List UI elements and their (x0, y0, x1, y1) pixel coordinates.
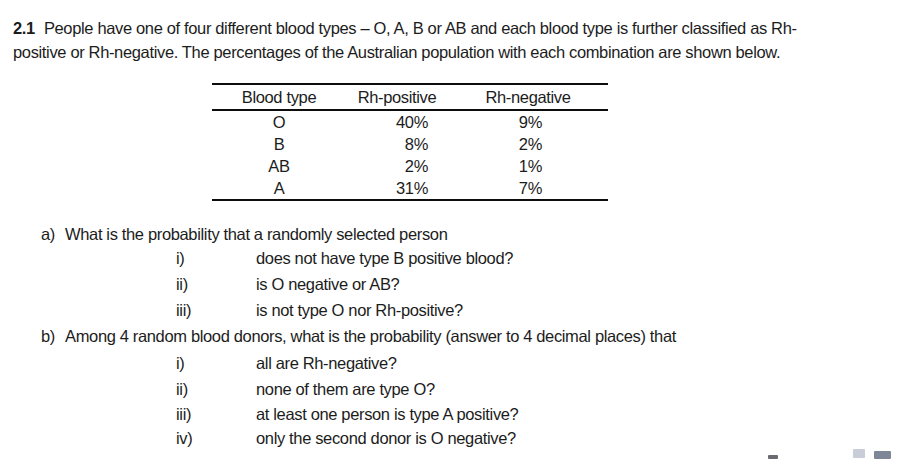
question-b-item-i: i) all are Rh-negative? (0, 351, 898, 375)
table-row: O 40% 9% (212, 111, 608, 133)
intro-line-2: positive or Rh-negative. The percentages… (13, 40, 780, 64)
header-rh-positive: Rh-positive (346, 88, 448, 107)
scan-artifact (853, 449, 865, 458)
item-text: at least one person is type A positive? (256, 402, 518, 426)
cell-rh-negative: 2% (448, 135, 608, 154)
question-b-item-iii: iii) at least one person is type A posit… (0, 402, 898, 426)
table-row: A 31% 7% (212, 177, 608, 199)
question-a-item-iii: iii) is not type O nor Rh-positive? (0, 298, 898, 322)
cell-rh-positive: 2% (346, 157, 448, 176)
question-b: b) Among 4 random blood donors, what is … (0, 324, 898, 348)
item-label: iv) (176, 426, 192, 450)
item-text: is not type O nor Rh-positive? (256, 298, 463, 322)
cell-rh-positive: 31% (346, 179, 448, 198)
cell-blood-type: O (212, 113, 346, 132)
question-b-text: Among 4 random blood donors, what is the… (65, 324, 676, 348)
question-a-text: What is the probability that a randomly … (65, 222, 447, 246)
table-row: B 8% 2% (212, 133, 608, 155)
intro-line-1-text: People have one of four different blood … (44, 19, 797, 37)
item-text: all are Rh-negative? (256, 351, 397, 375)
item-label: ii) (176, 377, 188, 401)
question-b-label: b) (41, 324, 55, 348)
cell-rh-negative: 1% (448, 157, 608, 176)
blood-type-table: Blood type Rh-positive Rh-negative O 40%… (212, 83, 608, 201)
item-text: none of them are type O? (256, 377, 435, 401)
cell-blood-type: AB (212, 157, 346, 176)
cell-blood-type: B (212, 135, 346, 154)
item-text: only the second donor is O negative? (256, 426, 516, 450)
scan-artifact (874, 451, 891, 459)
cell-blood-type: A (212, 179, 346, 198)
header-rh-negative: Rh-negative (448, 88, 608, 107)
item-text: is O negative or AB? (256, 272, 399, 296)
header-blood-type: Blood type (212, 88, 346, 107)
item-label: i) (176, 246, 184, 270)
intro-line-1: 2.1 People have one of four different blo… (13, 16, 797, 40)
item-label: ii) (176, 272, 188, 296)
table-header-row: Blood type Rh-positive Rh-negative (212, 85, 608, 111)
question-a-item-ii: ii) is O negative or AB? (0, 272, 898, 296)
cell-rh-negative: 9% (448, 113, 608, 132)
item-label: iii) (176, 402, 191, 426)
scan-artifact (768, 455, 778, 459)
item-label: i) (176, 351, 184, 375)
cell-rh-positive: 8% (346, 135, 448, 154)
cell-rh-negative: 7% (448, 179, 608, 198)
question-b-item-iv: iv) only the second donor is O negative? (0, 426, 898, 450)
cell-rh-positive: 40% (346, 113, 448, 132)
worksheet-page: 2.1 People have one of four different blo… (0, 0, 898, 459)
question-a-item-i: i) does not have type B positive blood? (0, 246, 898, 270)
question-a-label: a) (41, 222, 55, 246)
table-row: AB 2% 1% (212, 155, 608, 177)
question-a: a) What is the probability that a random… (0, 222, 898, 246)
question-b-item-ii: ii) none of them are type O? (0, 377, 898, 401)
problem-number: 2.1 (13, 19, 35, 37)
item-text: does not have type B positive blood? (256, 246, 513, 270)
item-label: iii) (176, 298, 191, 322)
